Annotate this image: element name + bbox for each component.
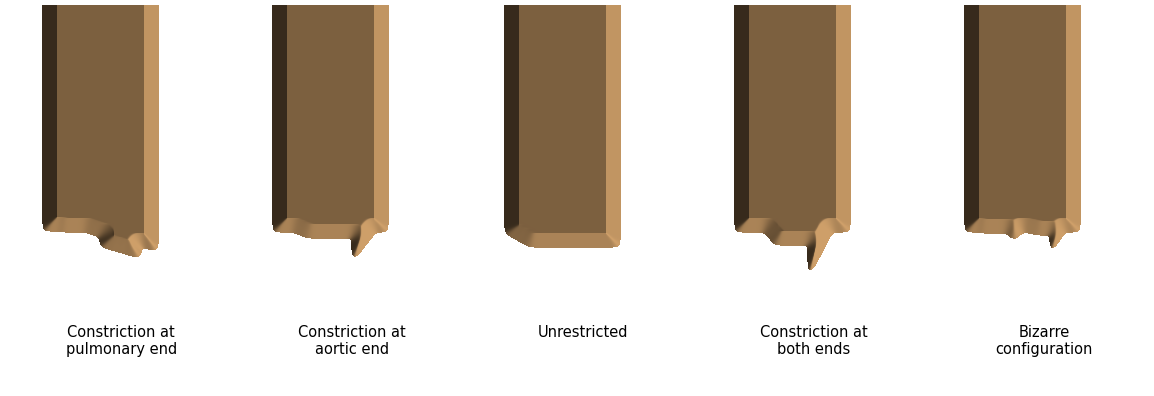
Text: Unrestricted: Unrestricted — [538, 325, 628, 340]
Text: Constriction at
pulmonary end: Constriction at pulmonary end — [66, 325, 177, 358]
Text: Constriction at
aortic end: Constriction at aortic end — [298, 325, 406, 358]
Text: Constriction at
both ends: Constriction at both ends — [759, 325, 868, 358]
Text: Bizarre
configuration: Bizarre configuration — [996, 325, 1093, 358]
